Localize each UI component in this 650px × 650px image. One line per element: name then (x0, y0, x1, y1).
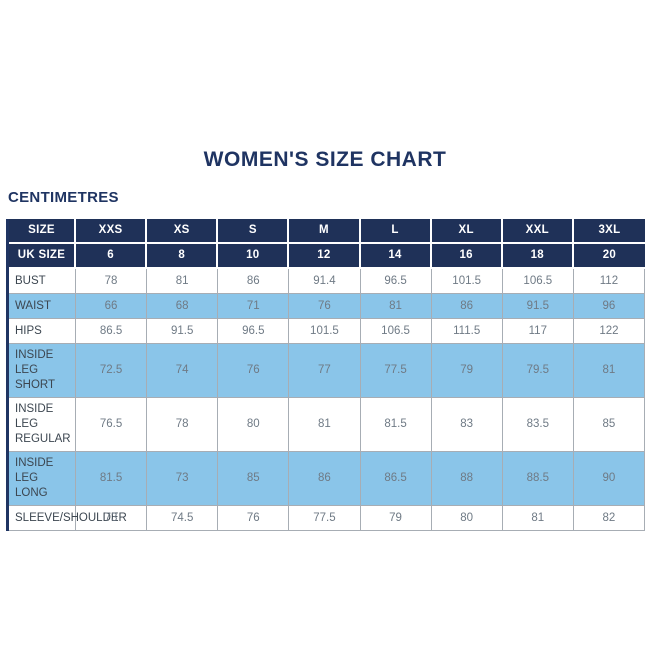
value-cell: 77.5 (360, 344, 432, 398)
value-cell: 73 (76, 506, 148, 531)
value-cell: 106.5 (502, 269, 574, 294)
unit-label: CENTIMETRES (8, 189, 119, 206)
measurement-row: WAIST 66 68 71 76 81 86 91.5 96 (9, 294, 645, 319)
measurement-row: HIPS 86.5 91.5 96.5 101.5 106.5 111.5 117 122 (9, 319, 645, 344)
value-cell: 8 (147, 244, 219, 269)
value-cell: 86 (218, 269, 290, 294)
value-cell: 79.5 (502, 344, 574, 398)
measurement-row: INSIDE LEG REGULAR 76.5 78 80 81 81.5 83 83.5 85 (9, 398, 645, 452)
value-cell: 66 (76, 294, 148, 319)
row-label: SIZE (9, 219, 76, 244)
value-cell: 77 (289, 344, 361, 398)
value-cell: 79 (360, 506, 432, 531)
value-cell: 101.5 (289, 319, 361, 344)
row-label: INSIDE LEG LONG (9, 452, 76, 506)
value-cell: 80 (431, 506, 503, 531)
value-cell: 86 (289, 452, 361, 506)
value-cell: 82 (573, 506, 645, 531)
uk-size-header-row: UK SIZE 6 8 10 12 14 16 18 20 (9, 244, 645, 269)
value-cell: 91.4 (289, 269, 361, 294)
value-cell: 117 (502, 319, 574, 344)
value-cell: 20 (573, 244, 645, 269)
value-cell: 10 (218, 244, 290, 269)
value-cell: 91.5 (502, 294, 574, 319)
value-cell: 81 (573, 344, 645, 398)
value-cell: 88.5 (502, 452, 574, 506)
value-cell: 72.5 (76, 344, 148, 398)
row-label: WAIST (9, 294, 76, 319)
value-cell: 12 (289, 244, 361, 269)
value-cell: XXL (502, 219, 574, 244)
size-chart-head: SIZE XXS XS S M L XL XXL 3XL UK SIZE 6 8 10 12 14 16 18 2… (9, 219, 645, 269)
value-cell: 16 (431, 244, 503, 269)
measurement-row: INSIDE LEG SHORT 72.5 74 76 77 77.5 79 79.5 81 (9, 344, 645, 398)
row-label: BUST (9, 269, 76, 294)
measurement-row: SLEEVE/SHOULDER 73 74.5 76 77.5 79 80 81 82 (9, 506, 645, 531)
value-cell: 79 (431, 344, 503, 398)
row-label: INSIDE LEG SHORT (9, 344, 76, 398)
row-label: SLEEVE/SHOULDER (9, 506, 127, 531)
value-cell: L (360, 219, 432, 244)
value-cell: 96.5 (360, 269, 432, 294)
value-cell: 81 (502, 506, 574, 531)
value-cell: 111.5 (431, 319, 503, 344)
value-cell: 90 (573, 452, 645, 506)
measurement-row: INSIDE LEG LONG 81.5 73 85 86 86.5 88 88.5 90 (9, 452, 645, 506)
value-cell: 112 (573, 269, 645, 294)
value-cell: 14 (360, 244, 432, 269)
value-cell: 91.5 (147, 319, 219, 344)
value-cell: 80 (218, 398, 290, 452)
value-cell: 73 (147, 452, 219, 506)
value-cell: 81 (289, 398, 361, 452)
value-cell: 81 (147, 269, 219, 294)
size-chart-body: BUST 78 81 86 91.4 96.5 101.5 106.5 112 WAIST 66 68… (9, 269, 645, 531)
value-cell: 76 (218, 344, 290, 398)
value-cell: 86.5 (360, 452, 432, 506)
value-cell: 77.5 (289, 506, 361, 531)
value-cell: XXS (76, 219, 148, 244)
value-cell: 81.5 (76, 452, 148, 506)
value-cell: 78 (76, 269, 148, 294)
value-cell: XL (431, 219, 503, 244)
value-cell: 81 (360, 294, 432, 319)
value-cell: 3XL (573, 219, 645, 244)
measurement-row: BUST 78 81 86 91.4 96.5 101.5 106.5 112 (9, 269, 645, 294)
value-cell: 86.5 (76, 319, 148, 344)
value-cell: 85 (573, 398, 645, 452)
value-cell: 71 (218, 294, 290, 319)
value-cell: 83 (431, 398, 503, 452)
value-cell: 86 (431, 294, 503, 319)
value-cell: 106.5 (360, 319, 432, 344)
row-label: INSIDE LEG REGULAR (9, 398, 76, 452)
value-cell: 76.5 (76, 398, 148, 452)
value-cell: 88 (431, 452, 503, 506)
value-cell: 6 (76, 244, 148, 269)
value-cell: 81.5 (360, 398, 432, 452)
value-cell: 74 (147, 344, 219, 398)
page-title: WOMEN'S SIZE CHART (203, 148, 447, 171)
value-cell: 68 (147, 294, 219, 319)
value-cell: 78 (147, 398, 219, 452)
value-cell: 85 (218, 452, 290, 506)
value-cell: 101.5 (431, 269, 503, 294)
value-cell: M (289, 219, 361, 244)
size-header-row: SIZE XXS XS S M L XL XXL 3XL (9, 219, 645, 244)
row-label: UK SIZE (9, 244, 76, 269)
value-cell: 18 (502, 244, 574, 269)
value-cell: XS (147, 219, 219, 244)
value-cell: 96.5 (218, 319, 290, 344)
value-cell: 96 (573, 294, 645, 319)
row-label: HIPS (9, 319, 76, 344)
value-cell: 76 (289, 294, 361, 319)
value-cell: 76 (218, 506, 290, 531)
value-cell: 83.5 (502, 398, 574, 452)
value-cell: S (218, 219, 290, 244)
value-cell: 74.5 (147, 506, 219, 531)
value-cell: 122 (573, 319, 645, 344)
size-chart-table: SIZE XXS XS S M L XL XXL 3XL UK SIZE 6 8 10 12 14 16 18 2… (6, 219, 645, 531)
